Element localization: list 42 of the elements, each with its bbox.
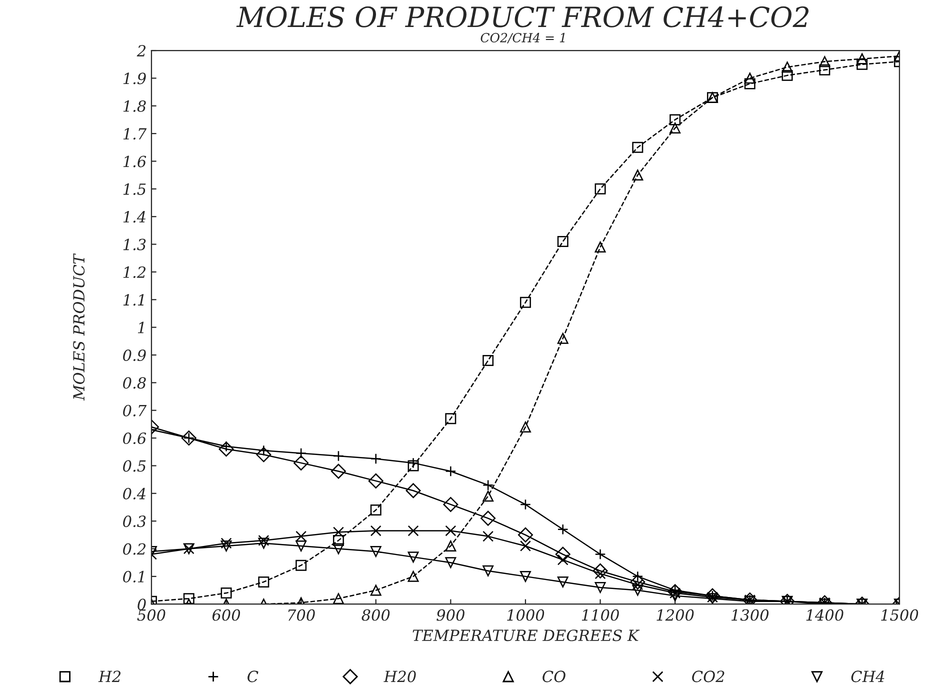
y-tick-label: 0.7: [123, 404, 147, 416]
x-tick-label: 700: [288, 609, 315, 621]
x-tick-label: 1400: [806, 609, 844, 621]
chart-title: MOLES OF PRODUCT FROM CH4+CO2: [236, 6, 808, 28]
x-axis-title: TEMPERATURE DEGREES K: [412, 630, 640, 642]
legend-label: H2: [98, 670, 121, 682]
legend-label: C: [248, 670, 258, 682]
y-tick-label: 0.9: [123, 349, 146, 362]
legend-label: H20: [384, 670, 416, 682]
y-tick-label: 0.6: [123, 432, 146, 444]
y-tick-label: 1.3: [123, 238, 146, 250]
y-tick-label: 1.7: [123, 128, 147, 140]
y-axis-title: MOLES PRODUCT: [73, 253, 85, 401]
y-tick-label: 1.9: [123, 72, 146, 84]
x-tick-label: 1100: [582, 609, 619, 621]
y-tick-label: 0.5: [123, 460, 146, 472]
legend-label: CO2: [692, 670, 724, 682]
x-tick-label: 1300: [731, 609, 769, 621]
y-tick-label: 0: [138, 598, 146, 610]
y-tick-label: 1.1: [123, 294, 144, 306]
y-tick-label: 1.6: [123, 156, 146, 168]
y-tick-label: 0.2: [123, 543, 146, 555]
chart-subtitle: CO2/CH4 = 1: [480, 32, 565, 44]
legend-label: CH4: [851, 670, 884, 682]
x-tick-label: 1200: [656, 609, 694, 621]
y-tick-label: 0.8: [123, 377, 146, 389]
y-tick-label: 2: [136, 44, 146, 56]
y-tick-label: 1.2: [123, 266, 146, 278]
x-tick-label: 800: [362, 609, 390, 621]
x-tick-label: 900: [436, 609, 464, 621]
y-tick-label: 1.4: [123, 211, 146, 223]
x-tick-label: 1500: [881, 609, 918, 621]
y-tick-label: 1.5: [123, 183, 146, 195]
x-tick-label: 500: [137, 609, 166, 621]
y-tick-label: 1.8: [123, 100, 146, 112]
y-tick-label: 0.1: [123, 570, 144, 582]
x-tick-label: 600: [212, 609, 240, 621]
y-tick-label: 1: [138, 322, 144, 334]
y-tick-label: 0.4: [123, 488, 146, 500]
legend-label: CO: [542, 670, 566, 682]
x-tick-label: 1000: [507, 609, 544, 621]
y-tick-label: 0.3: [123, 516, 146, 528]
